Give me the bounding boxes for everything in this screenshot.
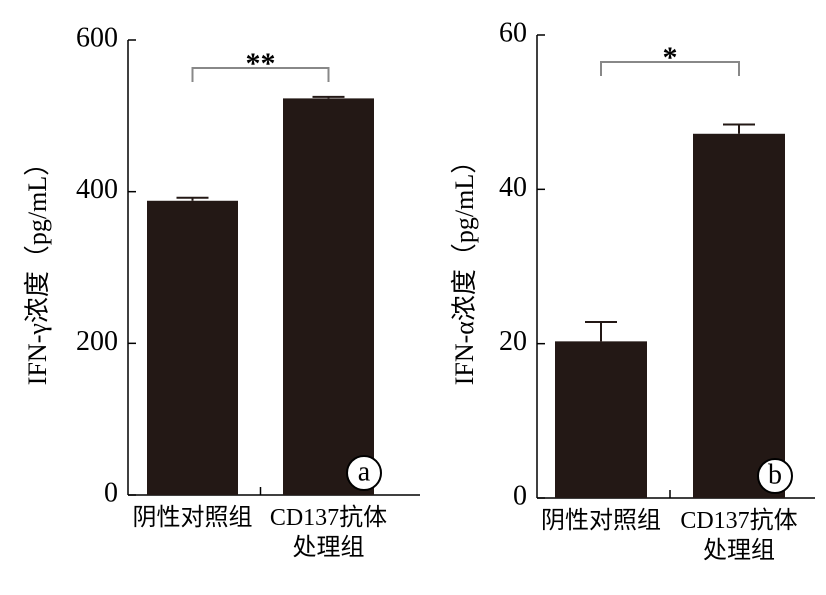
panel-label: b bbox=[768, 459, 782, 490]
panel-label: a bbox=[358, 456, 371, 487]
x-tick-label: 阴性对照组 bbox=[132, 505, 253, 531]
error-bar bbox=[176, 196, 209, 201]
panel-badge bbox=[346, 455, 382, 491]
x-tick-label: CD137抗体 处理组 bbox=[680, 508, 798, 564]
y-tick-label: 200 bbox=[76, 326, 118, 357]
x-tick-label: 阴性对照组 bbox=[541, 508, 661, 534]
significance-label: * bbox=[663, 41, 678, 74]
error-bar bbox=[585, 321, 617, 342]
y-axis-label: IFN-α浓度（pg/mL） bbox=[450, 148, 479, 386]
y-tick-label: 40 bbox=[499, 172, 527, 203]
y-tick-label: 0 bbox=[513, 480, 527, 511]
y-tick-label: 20 bbox=[499, 326, 527, 357]
significance-bracket bbox=[191, 67, 330, 82]
significance-label: ** bbox=[246, 47, 276, 80]
bar bbox=[147, 200, 238, 495]
significance-bracket bbox=[600, 61, 740, 76]
error-bar bbox=[312, 95, 345, 99]
error-bar bbox=[723, 123, 755, 134]
y-tick-label: 400 bbox=[76, 174, 118, 205]
y-tick-label: 600 bbox=[76, 22, 118, 53]
panel-badge bbox=[757, 458, 793, 494]
bar bbox=[283, 98, 374, 496]
y-tick-label: 60 bbox=[499, 17, 527, 48]
bar bbox=[555, 341, 647, 498]
bar bbox=[693, 133, 785, 499]
x-tick-label: CD137抗体 处理组 bbox=[269, 505, 388, 561]
y-tick-label: 0 bbox=[104, 477, 118, 508]
y-axis-label: IFN-γ浓度（pg/mL） bbox=[23, 150, 52, 385]
